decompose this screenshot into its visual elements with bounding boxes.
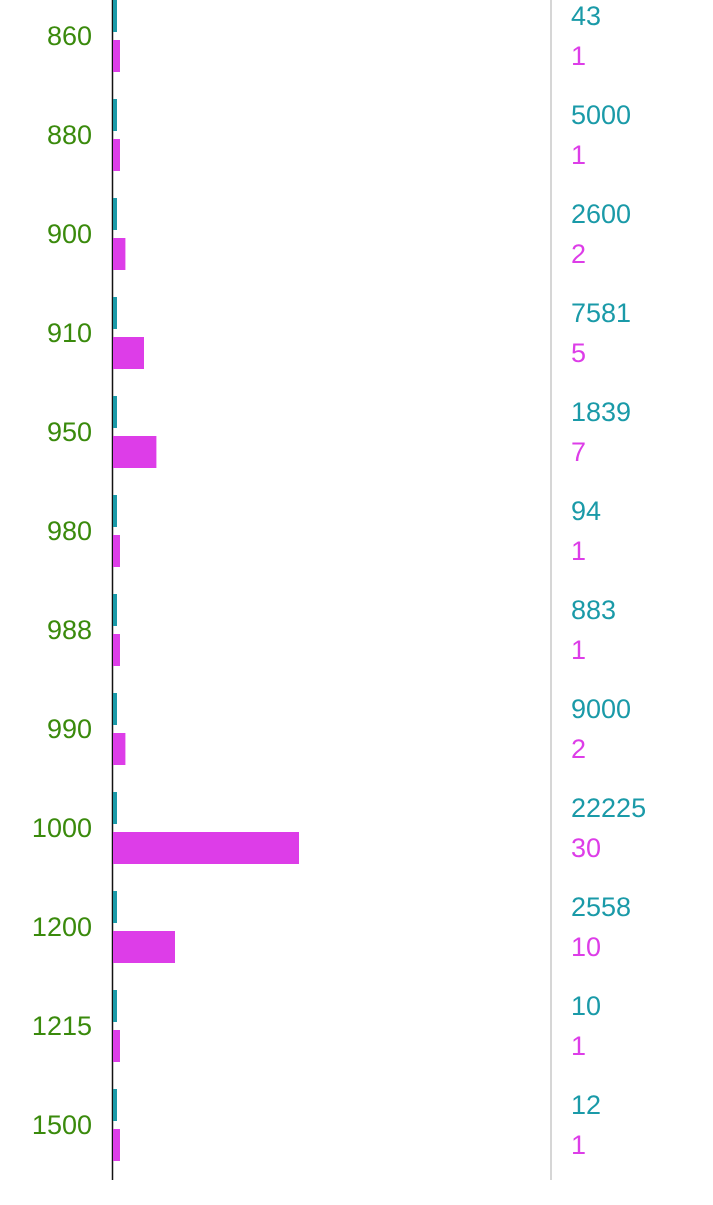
series2-bar [113, 832, 299, 864]
series2-value-label: 1 [571, 140, 586, 170]
category-label: 880 [47, 120, 92, 150]
series2-bar [113, 1030, 120, 1062]
series2-value-label: 10 [571, 932, 601, 962]
series2-value-label: 1 [571, 635, 586, 665]
series1-value-label: 883 [571, 595, 616, 625]
category-label: 988 [47, 615, 92, 645]
series2-value-label: 1 [571, 1130, 586, 1160]
series1-value-label: 22225 [571, 793, 646, 823]
series1-value-label: 5000 [571, 100, 631, 130]
series2-bar [113, 733, 126, 765]
series2-value-label: 1 [571, 536, 586, 566]
series1-bar [113, 396, 117, 428]
series2-bar [113, 139, 120, 171]
series2-value-label: 7 [571, 437, 586, 467]
series2-bar [113, 40, 120, 72]
category-label: 1200 [32, 912, 92, 942]
series1-bar [113, 0, 117, 32]
series1-bar [113, 495, 117, 527]
series1-bar [113, 198, 117, 230]
series1-value-label: 43 [571, 1, 601, 31]
series2-bar [113, 634, 120, 666]
series2-value-label: 5 [571, 338, 586, 368]
series2-bar [113, 337, 144, 369]
series1-value-label: 12 [571, 1090, 601, 1120]
series1-bar [113, 1089, 117, 1121]
category-label: 980 [47, 516, 92, 546]
category-label: 1500 [32, 1110, 92, 1140]
series1-value-label: 10 [571, 991, 601, 1021]
category-label: 860 [47, 21, 92, 51]
category-label: 950 [47, 417, 92, 447]
category-label: 1215 [32, 1011, 92, 1041]
series1-bar [113, 297, 117, 329]
category-label: 910 [47, 318, 92, 348]
series1-value-label: 7581 [571, 298, 631, 328]
series2-value-label: 1 [571, 1031, 586, 1061]
series1-value-label: 1839 [571, 397, 631, 427]
series1-value-label: 94 [571, 496, 601, 526]
series2-value-label: 1 [571, 41, 586, 71]
bars-group: 860 43 1 880 5000 1 900 2600 2 910 7581 5 950 1839 7 98… [32, 0, 646, 1161]
category-label: 990 [47, 714, 92, 744]
series1-value-label: 9000 [571, 694, 631, 724]
series2-bar [113, 535, 120, 567]
series1-bar [113, 693, 117, 725]
series2-bar [113, 1129, 120, 1161]
series2-value-label: 2 [571, 239, 586, 269]
series2-value-label: 30 [571, 833, 601, 863]
series1-bar [113, 792, 117, 824]
category-label: 1000 [32, 813, 92, 843]
series2-bar [113, 436, 157, 468]
series1-bar [113, 891, 117, 923]
series2-value-label: 2 [571, 734, 586, 764]
series1-bar [113, 99, 117, 131]
series1-bar [113, 990, 117, 1022]
series1-value-label: 2600 [571, 199, 631, 229]
series2-bar [113, 238, 126, 270]
category-label: 900 [47, 219, 92, 249]
series1-bar [113, 594, 117, 626]
series2-bar [113, 931, 175, 963]
series1-value-label: 2558 [571, 892, 631, 922]
